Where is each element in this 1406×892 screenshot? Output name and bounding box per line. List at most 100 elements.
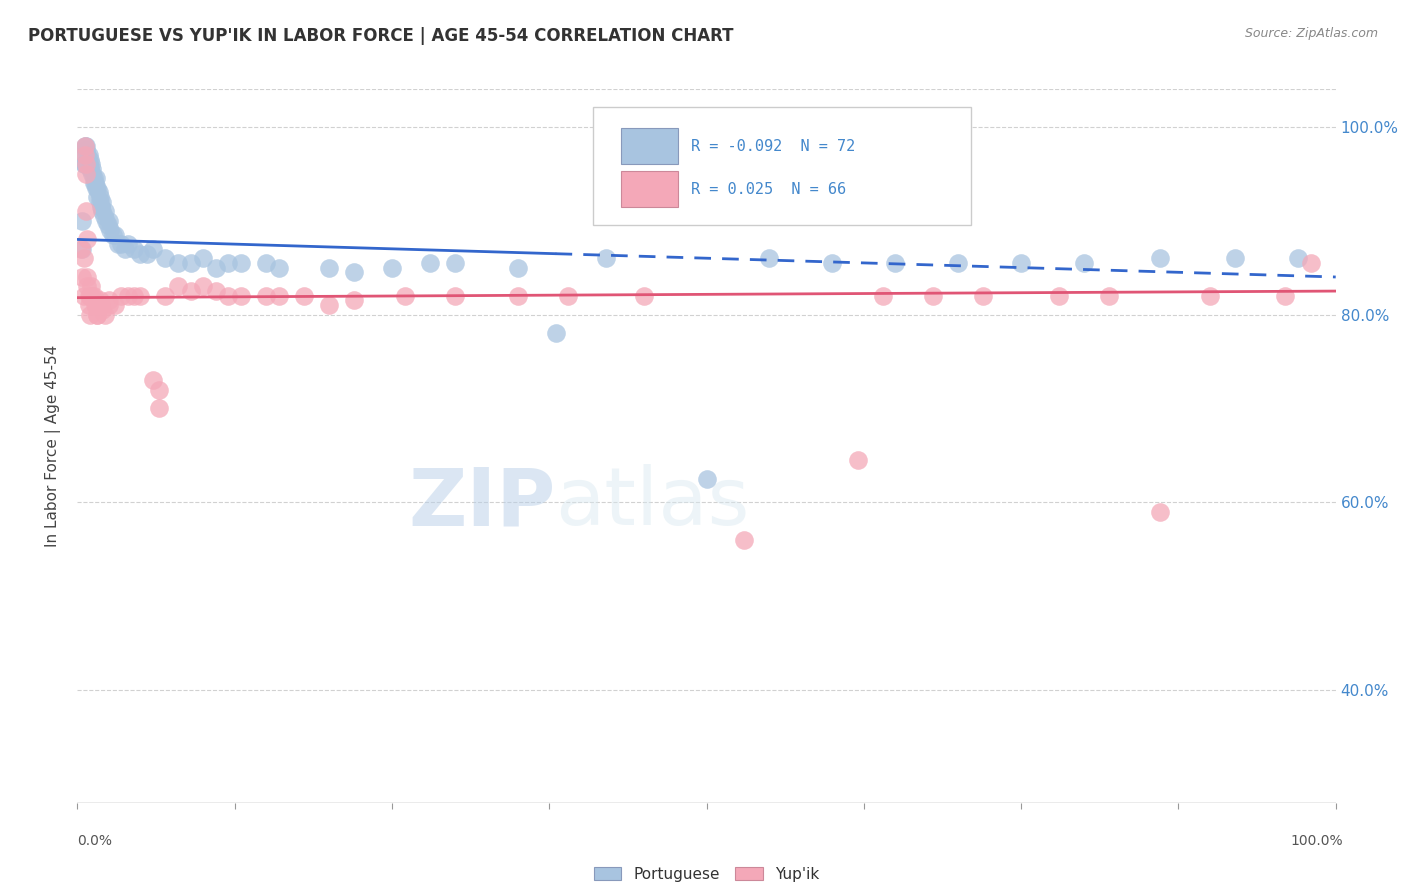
Point [73,148,96,162]
Point [97,298,120,312]
Point [180,256,202,270]
Point [84,171,107,186]
Point [758,251,780,265]
Point [90,298,112,312]
Point [204,284,226,298]
Point [343,293,366,308]
Point [180,284,202,298]
Point [292,289,315,303]
Point [96,219,118,233]
Point [93,209,115,223]
Point [77,289,100,303]
Point [91,194,114,209]
Point [444,289,467,303]
Point [79,308,101,322]
Point [142,242,165,256]
Point [444,256,467,270]
Point [733,533,755,547]
Point [83,171,105,186]
Point [148,401,170,416]
Point [229,289,252,303]
Point [217,289,239,303]
Point [72,270,94,285]
Point [110,289,132,303]
Point [97,213,120,227]
Text: R = -0.092  N = 72: R = -0.092 N = 72 [692,139,856,153]
Point [107,237,129,252]
Text: 0.0%: 0.0% [77,834,112,848]
Point [884,256,907,270]
Point [972,289,994,303]
Point [122,289,145,303]
Point [82,167,104,181]
Point [79,161,101,176]
Point [104,298,127,312]
Point [394,289,416,303]
Point [86,308,108,322]
Point [84,181,107,195]
Point [1299,256,1322,270]
Point [633,289,655,303]
Point [1149,505,1171,519]
Point [217,256,239,270]
Point [84,176,107,190]
Point [110,237,132,252]
Point [75,167,97,181]
Point [80,279,103,293]
Point [381,260,404,275]
Point [84,298,107,312]
Point [557,289,579,303]
Point [73,138,96,153]
Point [229,256,252,270]
Point [79,153,101,167]
Point [75,157,97,171]
Text: ZIP: ZIP [408,464,555,542]
Point [76,279,98,293]
Point [948,256,970,270]
Point [318,260,340,275]
Point [77,157,100,171]
Point [77,298,100,312]
Point [89,293,111,308]
Text: PORTUGUESE VS YUP'IK IN LABOR FORCE | AGE 45-54 CORRELATION CHART: PORTUGUESE VS YUP'IK IN LABOR FORCE | AG… [28,27,734,45]
Point [135,246,157,260]
Point [1286,251,1309,265]
Point [75,138,97,153]
Point [97,293,120,308]
Point [191,251,215,265]
Point [76,270,98,285]
Point [204,260,226,275]
Point [86,181,108,195]
Point [343,265,366,279]
Point [86,190,108,204]
Point [114,242,136,256]
Point [318,298,340,312]
Point [1073,256,1095,270]
Point [101,227,124,242]
Point [70,242,93,256]
Point [506,260,529,275]
Point [1047,289,1070,303]
Point [73,138,96,153]
Y-axis label: In Labor Force | Age 45-54: In Labor Force | Age 45-54 [45,345,62,547]
Point [77,148,100,162]
Point [167,256,190,270]
Legend: Portuguese, Yup'ik: Portuguese, Yup'ik [588,861,825,888]
FancyBboxPatch shape [593,107,970,225]
Point [94,308,117,322]
Point [76,148,98,162]
Point [1199,289,1222,303]
Point [72,157,94,171]
Point [72,242,94,256]
Point [72,251,94,265]
Point [76,232,98,246]
Point [83,176,105,190]
Point [254,256,277,270]
Point [1274,289,1296,303]
Point [83,289,105,303]
FancyBboxPatch shape [621,171,678,207]
Point [872,289,894,303]
Point [73,157,96,171]
Point [267,260,290,275]
Point [72,213,94,227]
